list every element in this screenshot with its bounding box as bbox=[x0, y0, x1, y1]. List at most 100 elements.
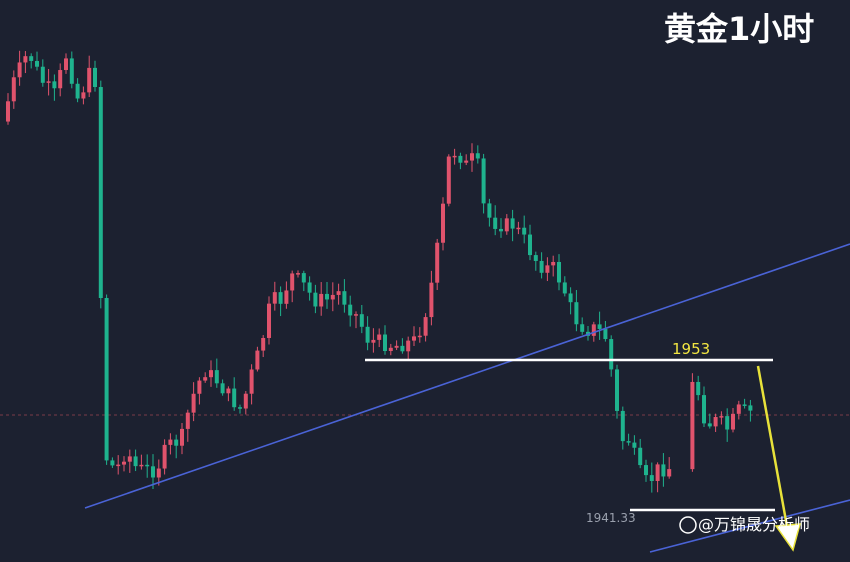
candle-body bbox=[626, 441, 631, 443]
candle-body bbox=[562, 282, 567, 294]
candle-body bbox=[81, 92, 86, 99]
candle-body bbox=[214, 370, 219, 384]
candle-body bbox=[220, 383, 225, 394]
candle-body bbox=[209, 370, 213, 378]
candle-body bbox=[394, 345, 399, 348]
candle-body bbox=[667, 469, 672, 477]
candle-body bbox=[110, 460, 115, 466]
candle-body bbox=[325, 293, 329, 300]
candle-body bbox=[452, 155, 457, 158]
candle-body bbox=[435, 242, 440, 283]
weibo-logo-icon bbox=[679, 516, 697, 534]
candle-body bbox=[487, 203, 492, 218]
candle-body bbox=[539, 260, 544, 273]
candle-body bbox=[707, 423, 712, 427]
candle-body bbox=[470, 153, 474, 161]
candle-body bbox=[301, 273, 306, 283]
candle-body bbox=[655, 464, 660, 481]
candle-body bbox=[574, 302, 579, 325]
candle-body bbox=[696, 381, 701, 396]
candle-body bbox=[690, 381, 695, 470]
candle-body bbox=[423, 317, 428, 336]
candle-body bbox=[6, 101, 10, 122]
candle-body bbox=[632, 442, 637, 448]
candle-body bbox=[238, 407, 242, 409]
candle-body bbox=[516, 227, 521, 230]
projection-arrow-shaft bbox=[756, 365, 790, 533]
candle-body bbox=[441, 203, 445, 243]
watermark-text: @万锦晟分析师 bbox=[698, 515, 810, 534]
candle-body bbox=[475, 153, 480, 159]
candle-body bbox=[122, 461, 126, 465]
candle-body bbox=[354, 314, 358, 316]
candle-body bbox=[23, 56, 28, 63]
candle-body bbox=[719, 416, 724, 418]
candle-body bbox=[609, 339, 614, 370]
candle-body bbox=[168, 439, 173, 445]
candle-body bbox=[603, 328, 608, 340]
candle-body bbox=[133, 456, 138, 467]
candle-body bbox=[203, 377, 208, 381]
candle-body bbox=[180, 428, 184, 446]
candle-body bbox=[64, 58, 68, 71]
candle-body bbox=[551, 261, 556, 266]
candle-body bbox=[191, 393, 196, 413]
candle-body bbox=[383, 334, 387, 352]
candle-body bbox=[713, 417, 718, 427]
candle-body bbox=[139, 464, 144, 467]
candle-body bbox=[330, 294, 335, 300]
candle-body bbox=[267, 303, 271, 338]
candle-body bbox=[557, 261, 561, 283]
chart-title: 黄金1小时 bbox=[664, 10, 814, 48]
watermark: @万锦晟分析师 bbox=[679, 515, 810, 534]
candle-body bbox=[499, 228, 503, 232]
candle-body bbox=[644, 465, 648, 476]
candle-body bbox=[307, 282, 312, 293]
candle-body bbox=[174, 439, 179, 446]
candle-body bbox=[481, 158, 486, 204]
candle-body bbox=[29, 56, 34, 61]
candle-body bbox=[156, 468, 161, 478]
candle-body bbox=[284, 290, 289, 304]
candle-body bbox=[11, 77, 16, 102]
candle-body bbox=[365, 326, 370, 343]
candle-body bbox=[493, 217, 498, 229]
candle-body bbox=[261, 337, 266, 351]
candle-body bbox=[522, 227, 527, 235]
candle-body bbox=[52, 81, 57, 89]
candle-body bbox=[249, 369, 254, 394]
candle-body bbox=[290, 273, 295, 291]
candle-body bbox=[400, 345, 405, 352]
candle-body bbox=[446, 156, 451, 204]
candle-body bbox=[736, 404, 741, 414]
candle-body bbox=[17, 62, 22, 78]
candle-body bbox=[296, 273, 300, 275]
candle-body bbox=[458, 155, 463, 163]
candle-body bbox=[272, 292, 277, 304]
candle-body bbox=[116, 464, 121, 467]
candle-body bbox=[406, 340, 411, 352]
candle-body bbox=[429, 282, 434, 318]
candle-body bbox=[504, 218, 509, 232]
candle-body bbox=[35, 60, 39, 67]
candle-body bbox=[46, 81, 51, 83]
candle-body bbox=[87, 67, 92, 93]
candle-body bbox=[510, 218, 515, 229]
candle-body bbox=[151, 466, 155, 478]
candle-body bbox=[232, 388, 237, 408]
candle-body bbox=[533, 255, 538, 261]
candle-body bbox=[388, 347, 393, 352]
candle-body bbox=[226, 388, 231, 394]
candle-body bbox=[731, 413, 735, 430]
candle-body bbox=[359, 314, 364, 327]
candle-body bbox=[620, 410, 625, 442]
candle-body bbox=[377, 334, 382, 340]
candle-body bbox=[40, 66, 45, 83]
candle-body bbox=[568, 293, 573, 303]
candle-body bbox=[58, 70, 63, 89]
lower-trendline bbox=[649, 499, 850, 553]
candle-body bbox=[597, 324, 602, 329]
candle-body bbox=[661, 464, 666, 477]
